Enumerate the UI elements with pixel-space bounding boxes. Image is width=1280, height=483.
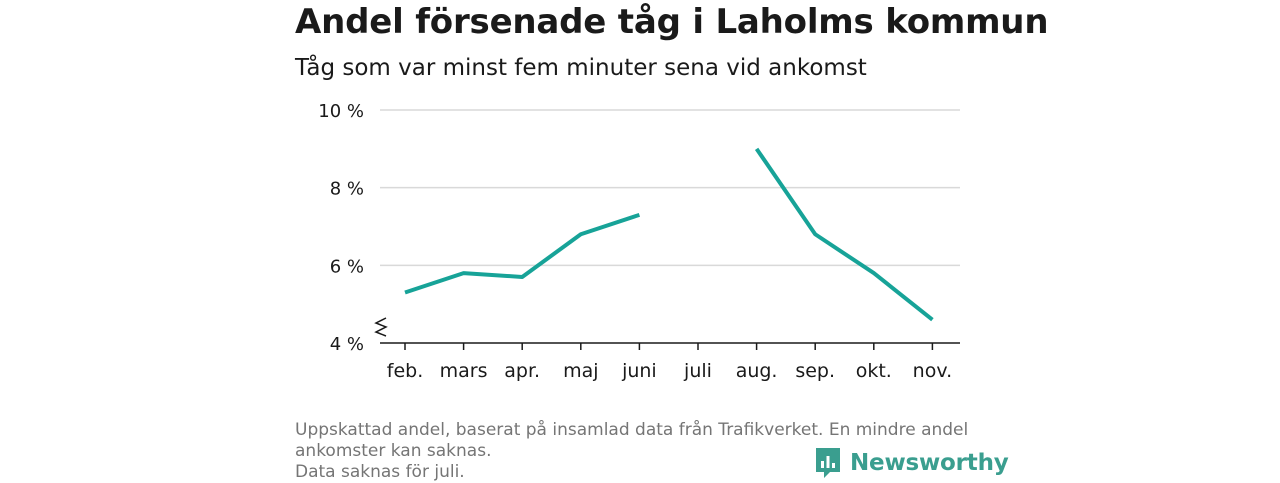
y-axis-ticks: 4 % 6 % 8 % 10 % (318, 101, 364, 355)
brand-logo: Newsworthy (814, 446, 1009, 480)
newsworthy-logo-icon (816, 448, 840, 478)
x-tick-label: okt. (856, 360, 892, 382)
series-line-segment (754, 147, 934, 322)
x-tick-label: nov. (913, 360, 952, 382)
series-line-segment (404, 212, 641, 295)
series-lines (404, 147, 934, 322)
chart-title: Andel försenade tåg i Laholms kommun (295, 2, 1049, 42)
x-tick-label: juni (621, 360, 657, 382)
x-tick-label: maj (563, 360, 598, 382)
y-tick-label: 6 % (330, 256, 364, 277)
brand-name: Newsworthy (850, 450, 1009, 476)
y-tick-label: 8 % (330, 179, 364, 200)
footnote-line-3: Data saknas för juli. (295, 462, 465, 482)
x-tick-label: sep. (795, 360, 835, 382)
y-tick-label: 10 % (318, 101, 364, 122)
chart-subtitle: Tåg som var minst fem minuter sena vid a… (295, 55, 867, 81)
x-tick-label: aug. (736, 360, 778, 382)
footnote: Uppskattad andel, baserat på insamlad da… (295, 420, 985, 483)
footnote-line-2: ankomster kan saknas. (295, 441, 492, 461)
x-tick-label: apr. (504, 360, 540, 382)
x-tick-label: feb. (387, 360, 423, 382)
y-tick-label: 4 % (330, 334, 364, 355)
gridlines (380, 109, 960, 267)
footnote-line-1: Uppskattad andel, baserat på insamlad da… (295, 420, 969, 440)
axis-break-icon (374, 317, 388, 337)
line-chart: 4 % 6 % 8 % 10 % feb. mars apr. maj juni juli aug… (318, 101, 960, 382)
x-tick-label: juli (683, 360, 712, 382)
x-tick-label: mars (440, 360, 488, 382)
x-axis: feb. mars apr. maj juni juli aug. sep. okt. nov. (374, 317, 960, 382)
